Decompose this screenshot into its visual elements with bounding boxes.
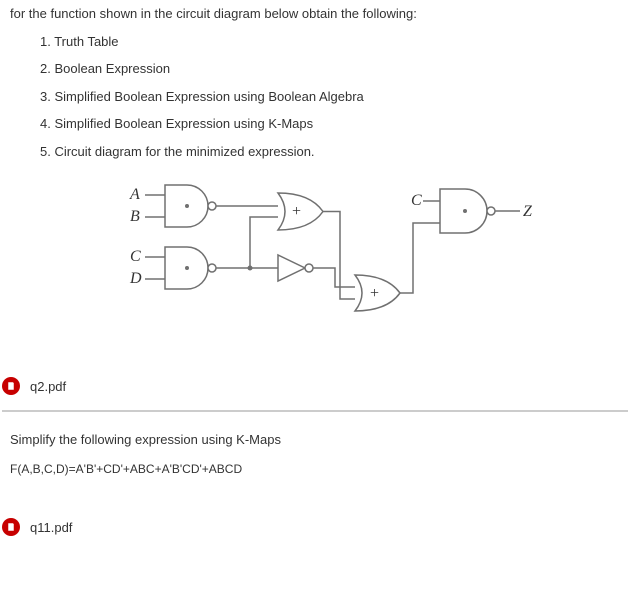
or-gate-plus-icon: +: [370, 285, 379, 302]
pdf-icon: [2, 518, 20, 536]
q2-expression: F(A,B,C,D)=A'B'+CD'+ABC+A'B'CD'+ABCD: [10, 460, 620, 478]
q1-item: 5. Circuit diagram for the minimized exp…: [40, 142, 620, 162]
circuit-svg: A B C D: [95, 179, 535, 339]
q1-item: 2. Boolean Expression: [40, 59, 620, 79]
question-1-block: for the function shown in the circuit di…: [0, 0, 630, 363]
q1-item: 3. Simplified Boolean Expression using B…: [40, 87, 620, 107]
label-c: C: [130, 248, 141, 265]
question-2-block: Simplify the following expression using …: [0, 412, 630, 484]
label-b: B: [130, 208, 140, 225]
label-c-input: C: [411, 192, 422, 209]
label-z: Z: [523, 203, 533, 220]
q2-title: Simplify the following expression using …: [10, 430, 620, 450]
or-gate-plus-icon: +: [292, 203, 301, 220]
circuit-diagram: A B C D: [10, 169, 620, 345]
attachment-q11[interactable]: q11.pdf: [0, 484, 630, 552]
label-a: A: [129, 186, 140, 203]
attachment-label: q11.pdf: [30, 518, 72, 538]
attachment-q2[interactable]: q2.pdf: [0, 363, 630, 411]
attachment-label: q2.pdf: [30, 377, 66, 397]
q1-item: 1. Truth Table: [40, 32, 620, 52]
q1-list: 1. Truth Table 2. Boolean Expression 3. …: [10, 32, 620, 162]
label-d: D: [129, 270, 142, 287]
q1-item: 4. Simplified Boolean Expression using K…: [40, 114, 620, 134]
q1-intro: for the function shown in the circuit di…: [10, 4, 620, 24]
pdf-icon: [2, 377, 20, 395]
